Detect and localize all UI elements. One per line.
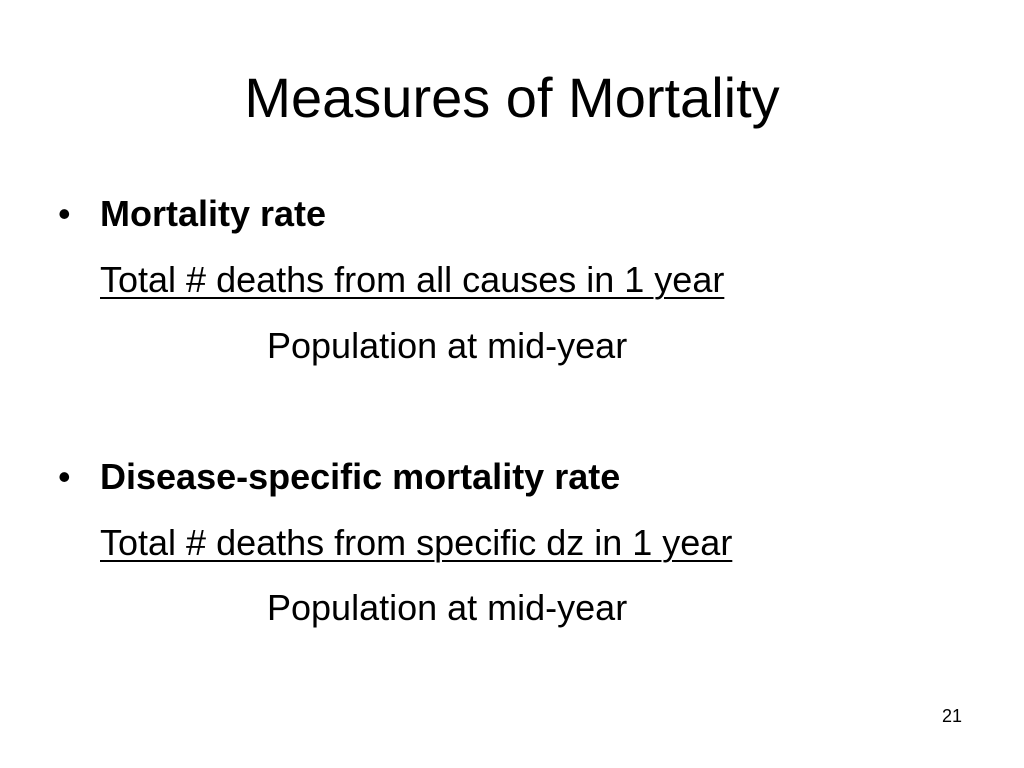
bullet-icon: • (58, 456, 71, 497)
slide-title: Measures of Mortality (244, 66, 780, 129)
bullet-mortality-rate: • Mortality rate (58, 192, 326, 236)
formula-denominator: Population at mid-year (267, 587, 628, 628)
bullet-heading: Disease-specific mortality rate (100, 456, 621, 497)
bullet-disease-specific-mortality-rate: • Disease-specific mortality rate (58, 455, 620, 499)
formula-numerator: Total # deaths from all causes in 1 year (100, 259, 725, 300)
formula-numerator: Total # deaths from specific dz in 1 yea… (100, 522, 733, 563)
bullet-heading: Mortality rate (100, 193, 327, 234)
page-number: 21 (941, 706, 962, 726)
bullet-icon: • (58, 193, 71, 234)
formula-denominator: Population at mid-year (267, 325, 628, 366)
